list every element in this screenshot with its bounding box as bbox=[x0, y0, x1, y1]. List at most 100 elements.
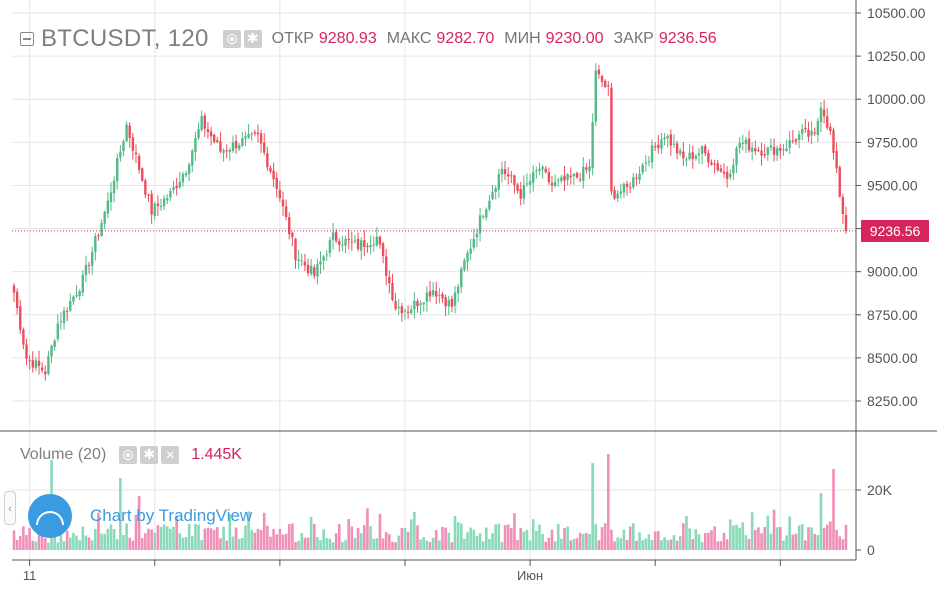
candle bbox=[697, 147, 701, 164]
volume-bar bbox=[259, 530, 263, 550]
candle bbox=[547, 167, 551, 185]
candle bbox=[638, 166, 641, 185]
volume-bar bbox=[140, 538, 144, 550]
candle bbox=[775, 145, 779, 161]
collapse-icon[interactable] bbox=[20, 32, 34, 46]
volume-bar bbox=[266, 525, 269, 550]
volume-bar bbox=[550, 529, 554, 550]
volume-bar bbox=[353, 538, 357, 550]
chevron-left-icon[interactable]: ‹ bbox=[4, 491, 16, 525]
candle bbox=[713, 159, 716, 174]
volume-bar bbox=[597, 540, 601, 550]
volume-bar bbox=[510, 527, 513, 550]
candle bbox=[719, 164, 723, 173]
candle bbox=[40, 362, 44, 373]
volume-bar bbox=[422, 537, 426, 550]
volume-bar bbox=[231, 536, 235, 550]
candle bbox=[144, 178, 147, 199]
candle bbox=[694, 153, 698, 161]
candle bbox=[234, 134, 238, 154]
volume-bar bbox=[653, 531, 657, 550]
volume-bar bbox=[513, 513, 516, 550]
close-label: ЗАКР bbox=[613, 30, 654, 47]
tradingview-watermark[interactable]: Chart by TradingView bbox=[28, 494, 252, 538]
volume-bar bbox=[553, 541, 557, 550]
volume-bar bbox=[757, 527, 760, 550]
volume-bar bbox=[444, 527, 447, 550]
volume-bar bbox=[159, 526, 163, 550]
volume-bar bbox=[316, 537, 319, 550]
candle bbox=[284, 199, 288, 221]
candle bbox=[47, 350, 50, 376]
candle bbox=[347, 229, 350, 250]
volume-bar bbox=[147, 528, 150, 550]
volume-bar bbox=[350, 526, 354, 550]
candle bbox=[288, 212, 291, 240]
candle bbox=[100, 219, 103, 237]
candle bbox=[150, 190, 153, 224]
candle bbox=[391, 274, 394, 302]
open-label: ОТКР bbox=[271, 30, 314, 47]
candle bbox=[159, 198, 163, 211]
candle bbox=[647, 156, 651, 167]
candle bbox=[141, 167, 144, 182]
volume-bar bbox=[250, 529, 254, 550]
close-icon[interactable] bbox=[161, 446, 180, 464]
candle bbox=[231, 135, 235, 153]
gear-icon[interactable] bbox=[140, 446, 159, 464]
volume-bar bbox=[144, 533, 147, 550]
candle bbox=[116, 153, 119, 190]
candle bbox=[228, 147, 232, 161]
candle bbox=[44, 365, 47, 381]
candle bbox=[663, 133, 666, 146]
volume-bar bbox=[466, 532, 469, 550]
candle bbox=[560, 174, 563, 184]
candle bbox=[97, 233, 100, 241]
volume-bar bbox=[703, 532, 707, 550]
candle bbox=[428, 281, 432, 302]
volume-bar bbox=[100, 533, 103, 550]
candle bbox=[131, 132, 135, 160]
volume-bar bbox=[603, 523, 607, 550]
gear-icon[interactable] bbox=[243, 30, 262, 48]
eye-icon[interactable] bbox=[222, 30, 241, 48]
volume-bar bbox=[78, 540, 81, 550]
volume-bar bbox=[294, 542, 297, 550]
volume-bar bbox=[112, 529, 116, 550]
low-value: 9230.00 bbox=[545, 30, 604, 47]
eye-icon[interactable] bbox=[119, 446, 138, 464]
candle bbox=[628, 182, 632, 193]
volume-bar bbox=[103, 533, 107, 550]
candle bbox=[722, 163, 726, 178]
candle bbox=[744, 137, 748, 154]
volume-bar bbox=[209, 528, 213, 550]
candle bbox=[829, 123, 832, 136]
volume-bar bbox=[156, 525, 160, 550]
volume-bar bbox=[81, 526, 85, 550]
candle bbox=[666, 133, 669, 148]
candle bbox=[766, 146, 770, 162]
candle bbox=[291, 231, 294, 247]
candle bbox=[334, 229, 338, 244]
candle bbox=[566, 173, 569, 186]
volume-bar bbox=[829, 521, 832, 550]
volume-bar bbox=[97, 512, 100, 550]
volume-bar bbox=[397, 535, 401, 550]
candle bbox=[760, 142, 763, 166]
volume-bar bbox=[278, 528, 282, 550]
candle bbox=[65, 307, 69, 322]
candle bbox=[225, 144, 228, 159]
volume-bar bbox=[844, 524, 848, 550]
volume-bar bbox=[716, 541, 720, 550]
volume-bar bbox=[588, 533, 591, 550]
volume-bar bbox=[419, 539, 422, 550]
candle bbox=[203, 112, 206, 137]
candle bbox=[28, 355, 31, 370]
candle bbox=[422, 301, 425, 312]
volume-bar bbox=[244, 525, 247, 550]
candle bbox=[644, 155, 648, 172]
price-tick-label: 8250.00 bbox=[867, 393, 918, 409]
volume-bar bbox=[522, 531, 526, 550]
candle bbox=[813, 127, 816, 136]
